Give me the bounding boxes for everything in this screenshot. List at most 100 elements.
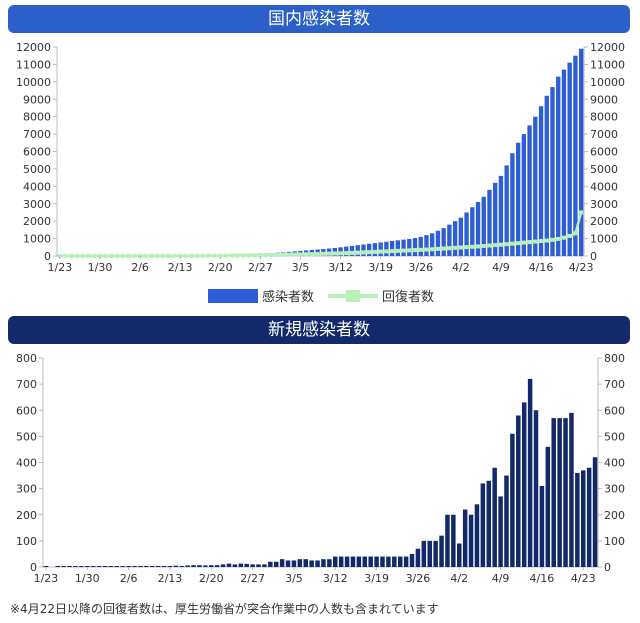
total-chart-recovered-point — [367, 250, 372, 255]
new-chart-bar — [468, 514, 474, 567]
total-chart-recovered-point — [378, 249, 383, 254]
new-chart-bar — [510, 433, 515, 567]
total-chart-recovered-point — [178, 253, 183, 258]
total-chart-recovered-point — [487, 243, 492, 248]
new-chart-bar — [516, 415, 521, 567]
total-chart-recovered-point — [229, 253, 234, 258]
footnote: ※4月22日以降の回復者数は、厚生労働省が突合作業中の人数も含まれています — [10, 602, 439, 616]
total-chart-xtick-label: 4/23 — [569, 261, 594, 274]
total-chart-recovered-point — [315, 252, 320, 256]
total-chart-ytick-label-right: 9000 — [590, 93, 618, 106]
total-chart-bar — [418, 236, 423, 256]
new-chart-bar — [297, 559, 303, 567]
new-chart-ytick-label-left: 200 — [16, 509, 37, 522]
total-chart-recovered-point — [132, 253, 137, 258]
total-chart-recovered-point — [384, 249, 389, 254]
new-chart-bar — [397, 556, 403, 567]
new-chart-bar — [386, 556, 391, 567]
new-chart-bar — [214, 565, 220, 567]
new-chart-bar — [368, 556, 373, 567]
total-chart-recovered-point — [269, 253, 274, 258]
total-chart-bar — [544, 95, 549, 257]
total-chart-bar — [561, 69, 567, 256]
total-chart-bar — [430, 233, 435, 256]
new-chart-bar — [457, 543, 462, 567]
new-chart-bar — [102, 566, 108, 567]
total-chart-bar — [533, 116, 538, 256]
total-chart-recovered-point — [476, 244, 481, 249]
new-chart-bar — [226, 563, 232, 567]
total-chart-xtick-label: 4/16 — [529, 261, 554, 274]
total-chart-ytick-label-left: 4000 — [23, 180, 51, 193]
total-chart-xtick-label: 3/5 — [292, 261, 310, 274]
total-chart-recovered-point — [86, 254, 91, 258]
new-chart-bar — [79, 566, 84, 567]
total-chart-recovered-point — [109, 254, 114, 258]
new-chart-bar — [539, 486, 545, 567]
total-chart-recovered-point — [372, 249, 377, 254]
total-chart-ytick-label-right: 0 — [590, 250, 597, 263]
new-chart-bar — [421, 540, 427, 568]
new-chart-bar — [527, 378, 533, 567]
total-chart-ytick-label-left: 6000 — [23, 146, 51, 159]
total-chart-bar — [578, 48, 584, 256]
new-chart-bar — [350, 556, 356, 567]
new-chart-bar — [569, 412, 574, 567]
total-chart-bar — [384, 241, 389, 256]
total-chart-bar — [521, 134, 527, 256]
new-chart-bar — [67, 566, 72, 567]
total-chart-recovered-point — [258, 253, 263, 258]
new-chart-bar — [362, 556, 368, 567]
new-chart-bar — [138, 566, 143, 567]
total-chart-recovered-point — [355, 250, 360, 255]
total-chart-xtick-label: 3/12 — [328, 261, 353, 274]
total-chart-recovered-point — [223, 253, 228, 258]
total-chart-ytick-label-right: 3000 — [590, 198, 618, 211]
total-chart-recovered-point — [206, 253, 211, 258]
total-chart-recovered-point — [344, 251, 349, 256]
new-chart-ytick-label-right: 300 — [604, 483, 625, 496]
new-chart-bar — [262, 564, 267, 567]
new-chart-xtick-label: 3/26 — [406, 572, 431, 585]
new-chart-ytick-label-left: 700 — [16, 378, 37, 391]
total-chart-bar — [487, 189, 492, 256]
total-chart-recovered-point — [149, 253, 154, 258]
new-chart-xtick-label: 4/16 — [530, 572, 555, 585]
total-chart-recovered-point — [435, 246, 440, 251]
total-chart-recovered-point — [126, 253, 131, 258]
total-chart-ytick-label-right: 4000 — [590, 180, 618, 193]
total-chart-recovered-point — [304, 252, 309, 257]
total-chart-recovered-point — [183, 253, 188, 258]
new-chart-bar — [96, 566, 102, 567]
new-chart-bar — [545, 446, 551, 567]
total-chart-recovered-point — [533, 239, 538, 244]
total-chart-ytick-label-left: 0 — [44, 250, 51, 263]
new-chart-bar — [462, 509, 468, 567]
new-chart-bar — [108, 566, 114, 567]
total-chart-recovered-point — [252, 253, 257, 258]
total-chart-bar — [458, 217, 464, 256]
new-chart-bar — [114, 566, 120, 567]
total-chart-recovered-point — [441, 246, 446, 251]
new-chart-bar — [309, 560, 314, 567]
new-chart-xtick-label: 4/9 — [492, 572, 510, 585]
total-chart-ytick-label-right: 5000 — [590, 163, 618, 176]
new-chart-bar — [291, 560, 297, 567]
total-chart-bar — [538, 106, 544, 256]
total-chart-recovered-point — [160, 253, 165, 258]
total-chart-bar — [424, 235, 429, 256]
total-chart-recovered-point — [539, 239, 544, 244]
total-chart-ytick-label-left: 11000 — [16, 58, 51, 71]
total-chart-recovered-point — [407, 248, 412, 253]
new-chart-bar — [486, 480, 492, 567]
total-chart-recovered-point — [80, 254, 85, 258]
new-chart-bar — [173, 565, 179, 567]
new-chart-bar — [592, 457, 598, 567]
total-chart-bar — [464, 212, 469, 256]
new-chart-bar — [209, 565, 214, 567]
legend-bar-swatch — [208, 288, 258, 303]
total-chart-xtick-label: 2/13 — [168, 261, 193, 274]
total-chart-bar — [378, 242, 383, 256]
new-chart-bar — [333, 556, 338, 567]
total-chart-recovered-point — [401, 248, 406, 253]
